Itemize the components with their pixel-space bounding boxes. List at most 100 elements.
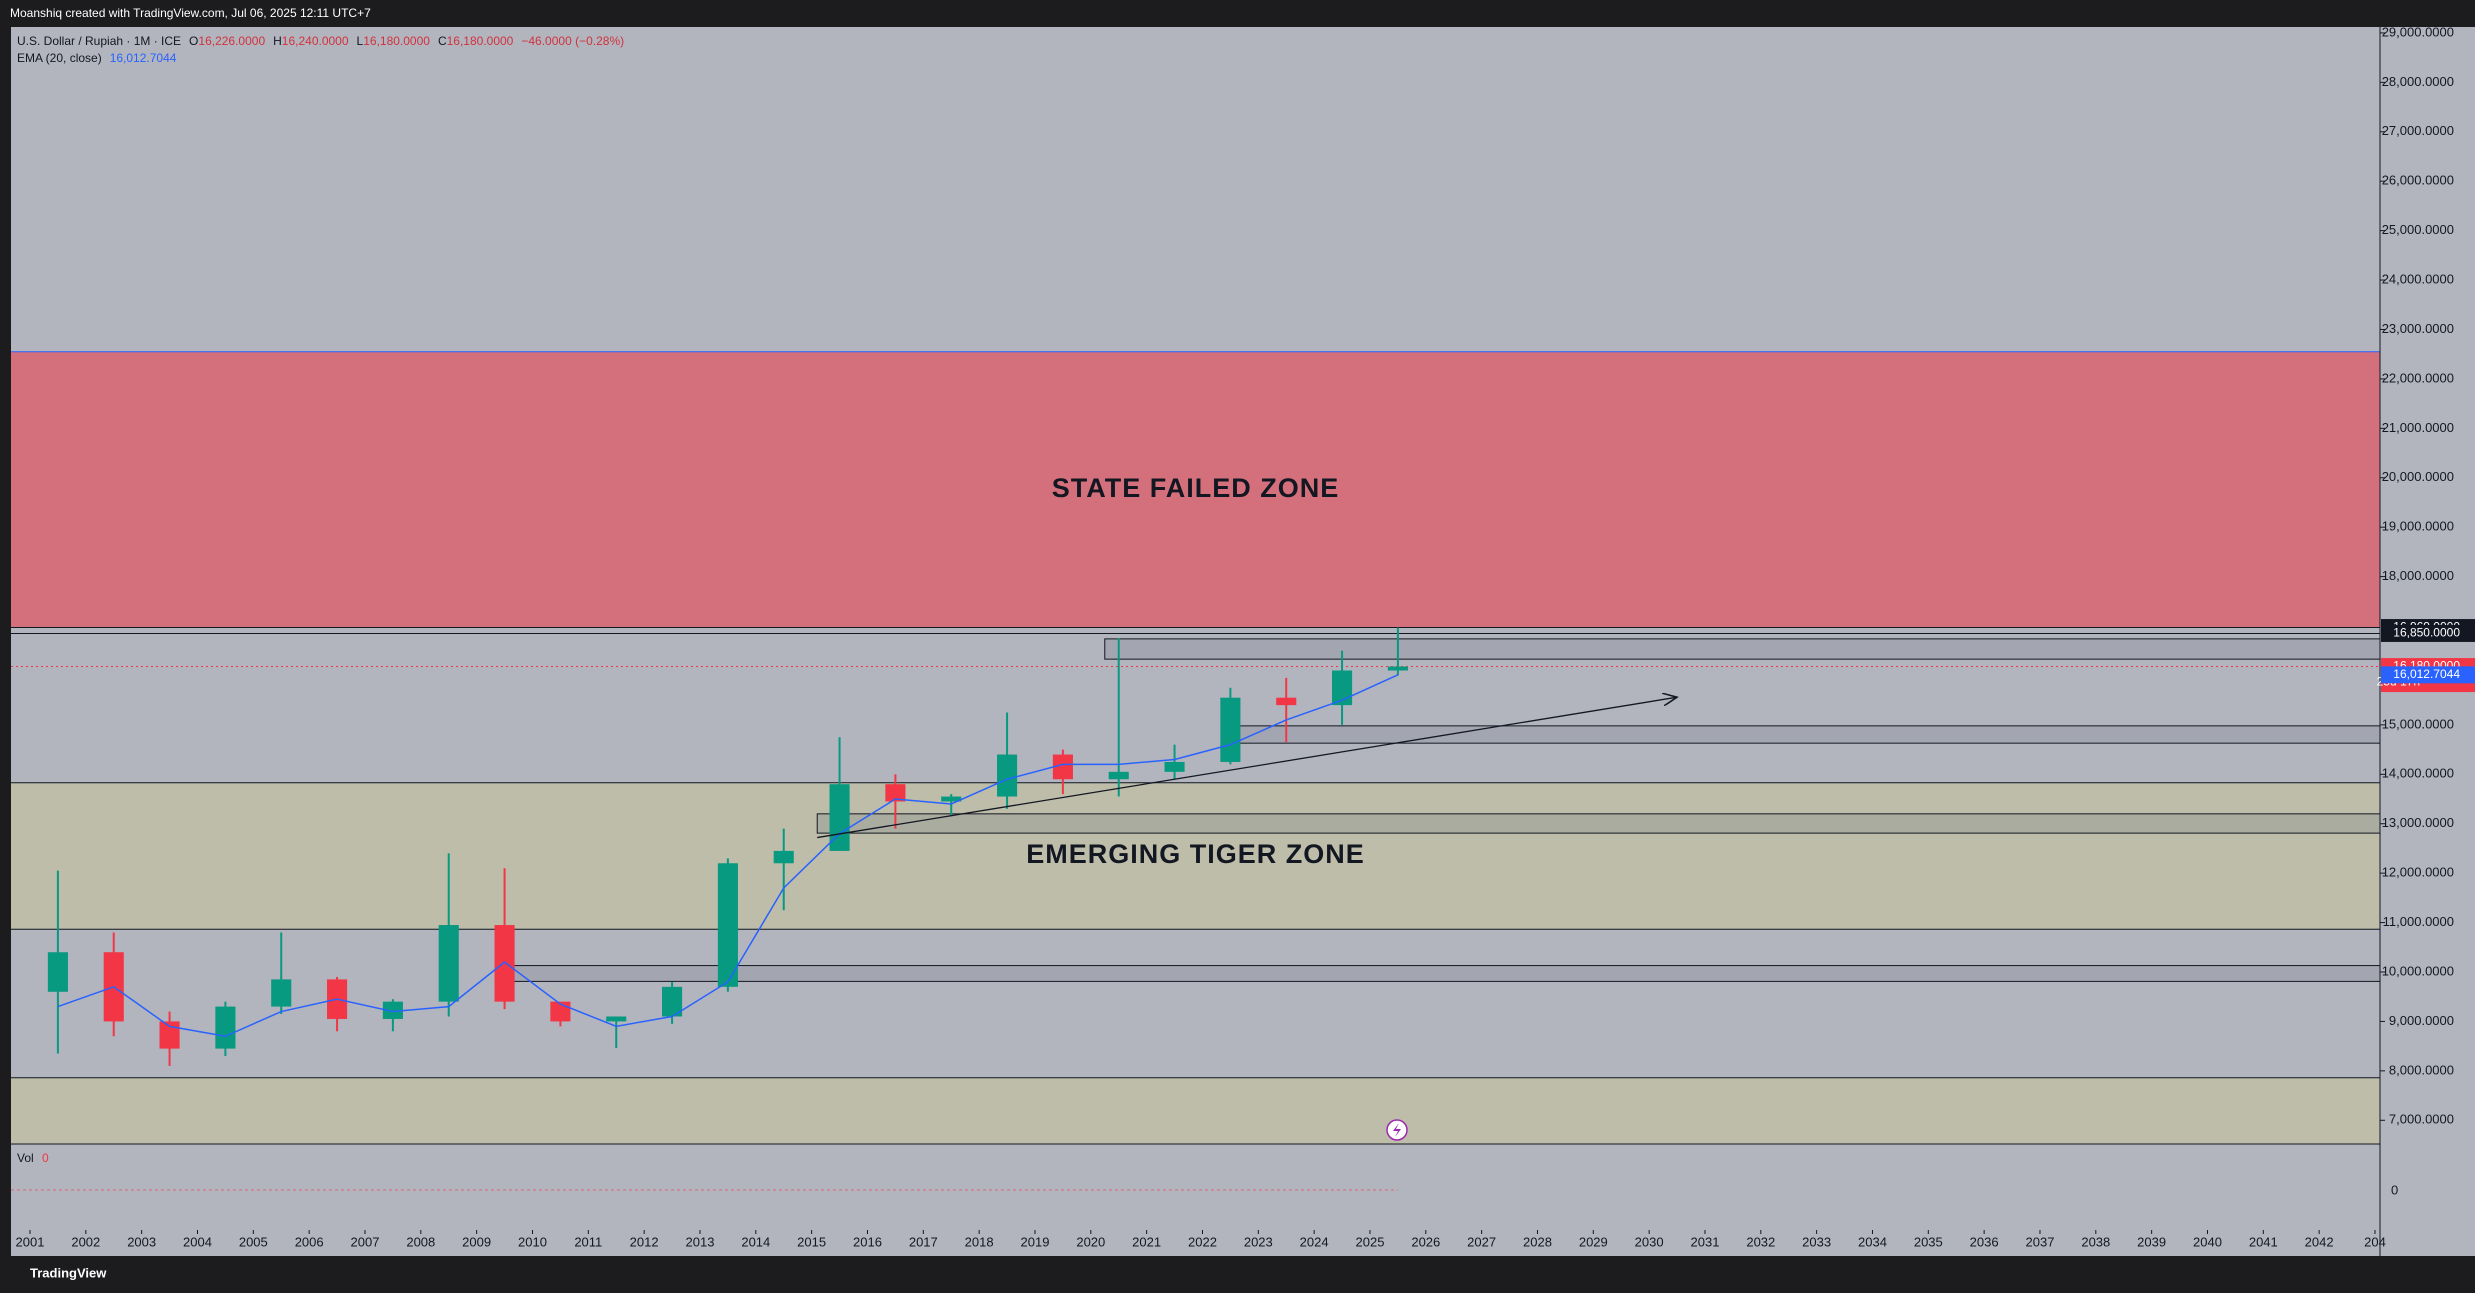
candle-body	[494, 925, 515, 1002]
x-tick-label: 2002	[71, 1234, 100, 1249]
y-tick-label: 20,000.0000	[2382, 469, 2454, 484]
candle-body	[382, 1001, 403, 1019]
y-tick-label: 18,000.0000	[2382, 568, 2454, 583]
header-text: Moanshiq created with TradingView.com, J…	[10, 6, 371, 20]
x-tick-label: 2001	[16, 1234, 45, 1249]
x-tick-label: 204	[2364, 1234, 2386, 1249]
candle-body	[941, 796, 962, 802]
ohlc-key: O	[189, 34, 199, 48]
level-label: 16,850.0000	[2393, 626, 2460, 640]
x-tick-label: 2029	[1579, 1234, 1608, 1249]
price-axis: 29,000.0000 28,000.0000 27,000.0000 26,000.…	[16, 24, 2454, 1249]
x-tick-label: 2004	[183, 1234, 212, 1249]
x-tick-label: 2027	[1467, 1234, 1496, 1249]
y-tick-label: 27,000.0000	[2382, 123, 2454, 138]
y-tick-label: 12,000.0000	[2382, 865, 2454, 880]
x-tick-label: 2030	[1635, 1234, 1664, 1249]
y-tick-label: 15,000.0000	[2382, 716, 2454, 731]
x-tick-label: 2011	[574, 1234, 602, 1249]
ohlc-value: 16,180.0000	[363, 34, 430, 48]
footer-logo: TradingView	[30, 1265, 107, 1280]
candle-body	[1276, 697, 1297, 706]
x-tick-label: 2018	[965, 1234, 994, 1249]
range-box	[504, 965, 2381, 982]
x-tick-label: 2037	[2026, 1234, 2055, 1249]
x-tick-label: 2008	[406, 1234, 435, 1249]
volume-tick: 0	[2391, 1182, 2398, 1197]
y-tick-label: 10,000.0000	[2382, 963, 2454, 978]
legend-row: U.S. Dollar / Rupiah · 1M · ICE O16,226.0…	[17, 33, 632, 50]
candle-body	[997, 754, 1018, 797]
y-tick-label: 19,000.0000	[2382, 519, 2454, 534]
y-tick-label: 25,000.0000	[2382, 222, 2454, 237]
level-label-bg	[2381, 624, 2475, 642]
candle-body	[1387, 666, 1408, 671]
symbol: U.S. Dollar / Rupiah · 1M · ICE	[17, 34, 182, 48]
y-tick-label: 21,000.0000	[2382, 420, 2454, 435]
y-tick-label: 23,000.0000	[2382, 321, 2454, 336]
event-icon-glyph	[1393, 1123, 1401, 1137]
zone	[11, 351, 2380, 628]
legend: U.S. Dollar / Rupiah · 1M · ICE O16,226.0…	[17, 33, 632, 67]
x-tick-label: 2032	[1746, 1234, 1775, 1249]
x-tick-label: 2007	[351, 1234, 380, 1249]
candle-body	[215, 1006, 236, 1049]
zone-label: STATE FAILED ZONE	[1052, 473, 1340, 503]
x-tick-label: 2038	[2081, 1234, 2110, 1249]
zone	[11, 1077, 2380, 1144]
y-tick-label: 7,000.0000	[2389, 1112, 2454, 1127]
x-tick-label: 2028	[1523, 1234, 1552, 1249]
plot: Vol 0	[11, 627, 2380, 1191]
ohlc: O16,226.0000 H16,240.0000 L16,180.0000 C16,…	[189, 34, 521, 48]
candle-body	[885, 784, 906, 802]
y-tick-label: 28,000.0000	[2382, 74, 2454, 89]
candle-body	[662, 986, 683, 1017]
candle-body	[1164, 761, 1185, 772]
y-tick-label: 9,000.0000	[2389, 1013, 2454, 1028]
x-tick-label: 2039	[2137, 1234, 2166, 1249]
x-tick-label: 2031	[1691, 1234, 1720, 1249]
x-tick-label: 2023	[1244, 1234, 1273, 1249]
candle-body	[271, 979, 292, 1007]
x-tick-label: 2034	[1858, 1234, 1887, 1249]
y-tick-label: 22,000.0000	[2382, 370, 2454, 385]
x-tick-label: 2009	[462, 1234, 491, 1249]
x-tick-label: 2025	[1356, 1234, 1385, 1249]
candle-body	[47, 952, 68, 992]
x-tick-label: 2014	[741, 1234, 770, 1249]
indicator-value: 16,012.7044	[109, 51, 177, 65]
x-tick-label: 2017	[909, 1234, 938, 1249]
x-tick-label: 2005	[239, 1234, 268, 1249]
range-box	[1104, 638, 2381, 660]
ohlc-key: L	[356, 34, 364, 48]
range-box	[816, 813, 2381, 834]
ohlc-key: C	[437, 34, 447, 48]
change: −46.0000 (−0.28%)	[521, 34, 625, 48]
x-tick-label: 2024	[1300, 1234, 1329, 1249]
candle-body	[1052, 754, 1073, 780]
candle-body	[159, 1021, 180, 1049]
y-tick-label: 8,000.0000	[2389, 1062, 2454, 1077]
volume-name: Vol	[17, 1151, 34, 1165]
x-tick-label: 2016	[853, 1234, 882, 1249]
x-tick-label: 2013	[686, 1234, 715, 1249]
left-edge	[0, 27, 11, 1256]
ohlc-value: 16,240.0000	[281, 34, 349, 48]
x-tick-label: 2040	[2193, 1234, 2222, 1249]
candle-body	[773, 850, 794, 864]
x-tick-label: 2026	[1411, 1234, 1440, 1249]
x-tick-label: 2022	[1188, 1234, 1217, 1249]
x-tick-label: 2020	[1076, 1234, 1105, 1249]
candle-body	[606, 1016, 627, 1022]
x-tick-label: 2015	[797, 1234, 826, 1249]
candle-body	[1332, 670, 1353, 706]
x-tick-label: 2035	[1914, 1234, 1943, 1249]
ohlc-value: 16,226.0000	[198, 34, 266, 48]
ohlc-value: 16,180.0000	[446, 34, 514, 48]
ohlc-key: H	[273, 34, 282, 48]
zones: STATE FAILED ZONE EMERGING TIGER ZONE	[11, 351, 2381, 1145]
x-tick-label: 2041	[2249, 1234, 2278, 1249]
